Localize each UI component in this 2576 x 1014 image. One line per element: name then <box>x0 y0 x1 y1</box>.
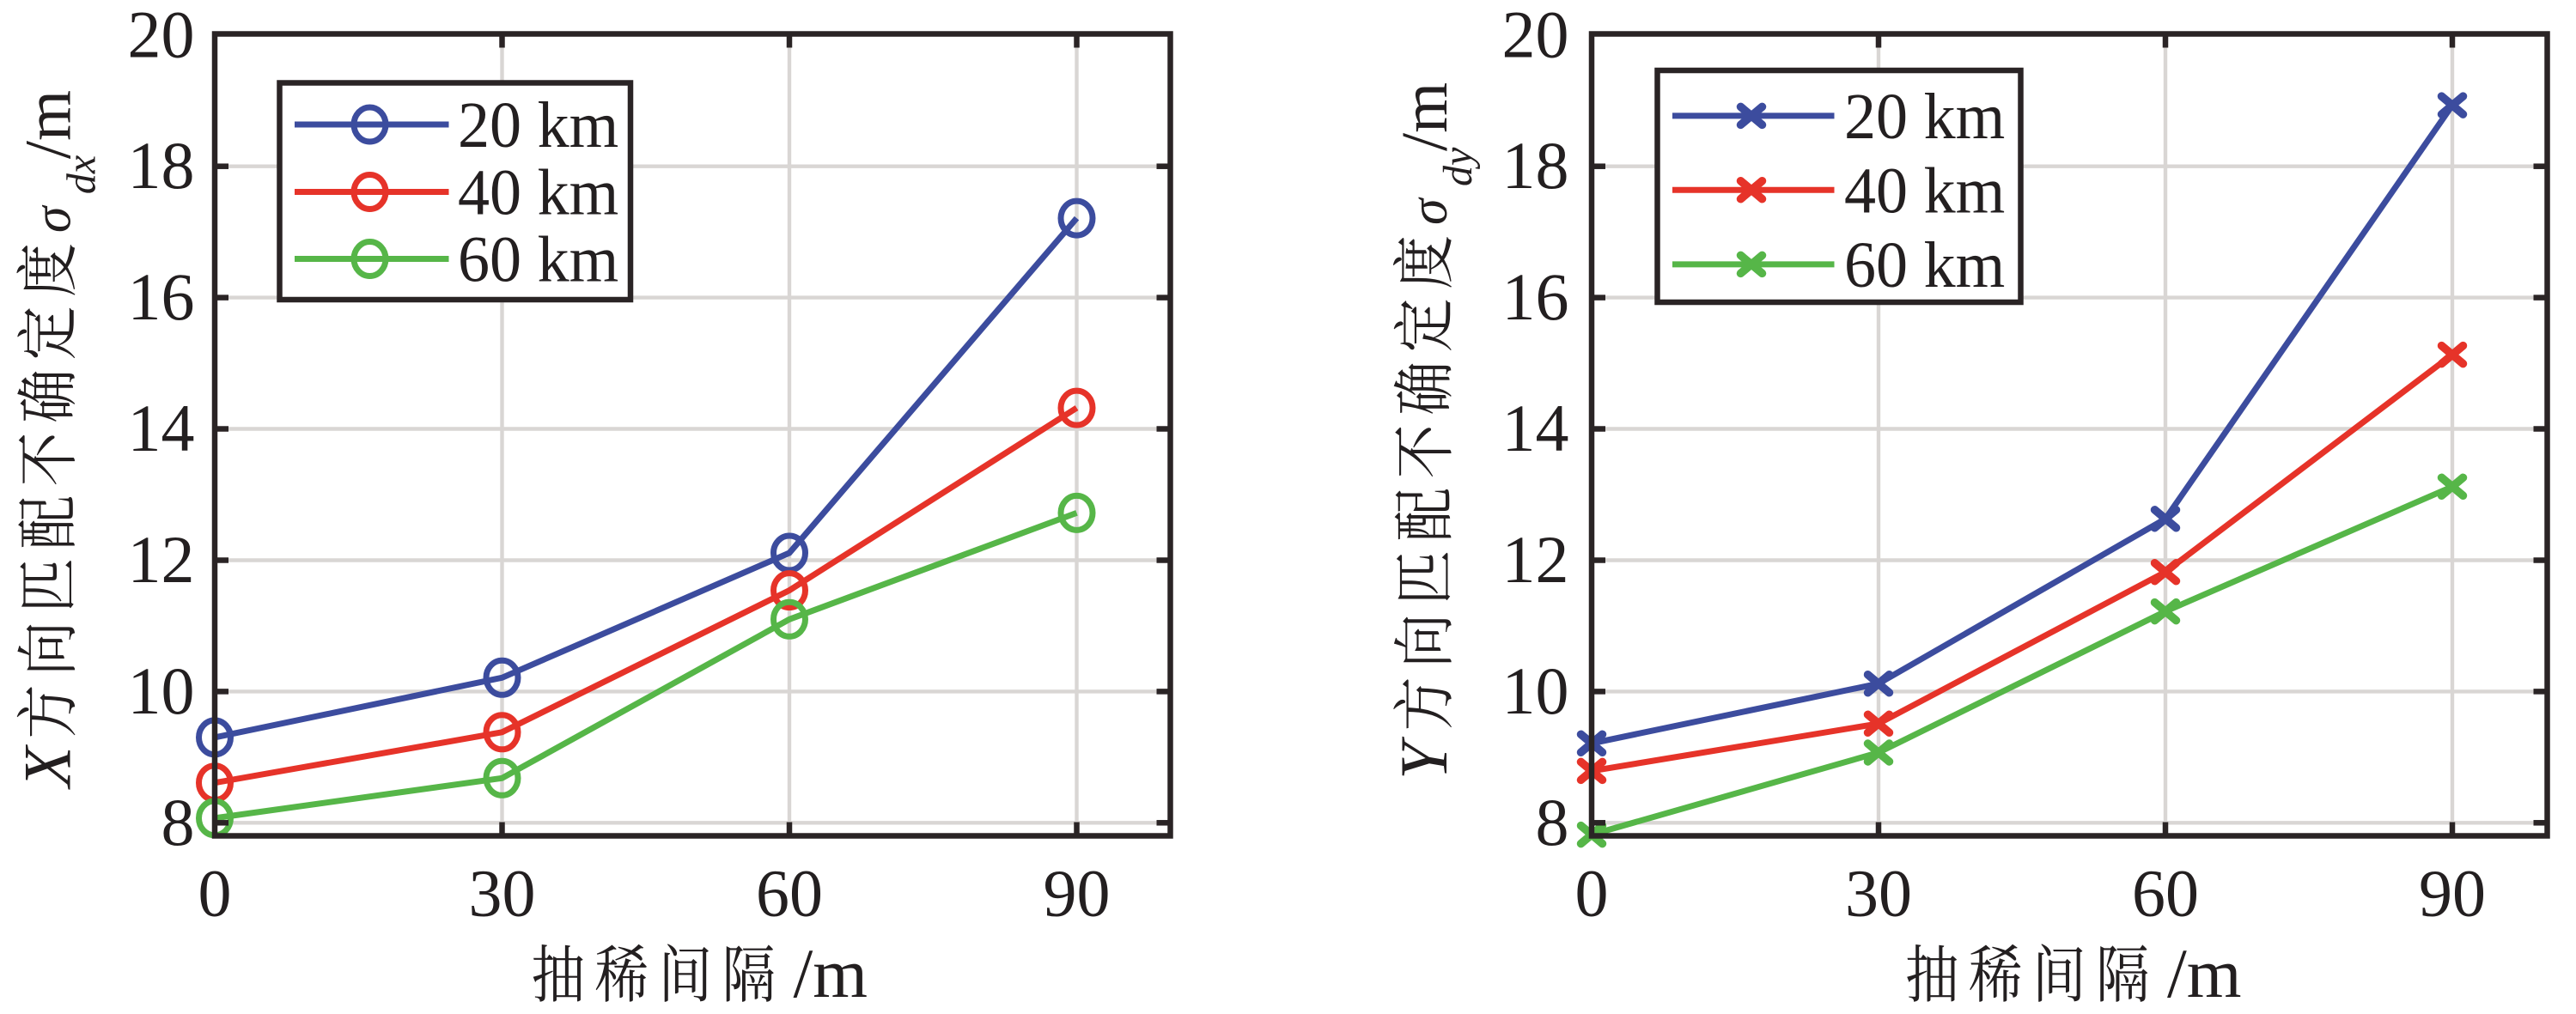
svg-text:8: 8 <box>1536 785 1569 859</box>
svg-text:/m: /m <box>794 934 868 1012</box>
svg-text:20 km: 20 km <box>458 89 618 161</box>
svg-text:40 km: 40 km <box>458 157 618 229</box>
svg-text:X: X <box>10 744 85 790</box>
svg-text:/m: /m <box>2167 934 2242 1012</box>
svg-text:8: 8 <box>161 785 195 859</box>
svg-text:Y: Y <box>1386 736 1461 780</box>
svg-text:20: 20 <box>128 0 195 71</box>
svg-text:/m: /m <box>1389 82 1461 151</box>
svg-text:0: 0 <box>198 856 232 931</box>
svg-text:10: 10 <box>1502 653 1569 728</box>
svg-text:16: 16 <box>1502 259 1569 334</box>
svg-text:14: 14 <box>1502 391 1569 465</box>
svg-text:12: 12 <box>128 522 195 597</box>
svg-text:18: 18 <box>128 128 195 203</box>
svg-text:90: 90 <box>1044 856 1111 931</box>
svg-text:30: 30 <box>469 856 536 931</box>
svg-text:σ: σ <box>1400 197 1459 225</box>
svg-text:60 km: 60 km <box>1844 229 2005 301</box>
svg-text:0: 0 <box>1575 856 1609 931</box>
svg-text:20 km: 20 km <box>1844 81 2005 153</box>
svg-text:σ: σ <box>24 204 82 233</box>
svg-text:30: 30 <box>1845 856 1912 931</box>
svg-text:14: 14 <box>128 391 195 465</box>
svg-text:16: 16 <box>128 259 195 334</box>
svg-text:60: 60 <box>2132 856 2199 931</box>
svg-text:20: 20 <box>1502 0 1569 71</box>
svg-text:10: 10 <box>128 653 195 728</box>
svg-text:dx: dx <box>59 155 105 194</box>
svg-text:60: 60 <box>756 856 823 931</box>
svg-text:60 km: 60 km <box>458 224 618 296</box>
svg-text:/m: /m <box>13 90 85 159</box>
svg-text:18: 18 <box>1502 128 1569 203</box>
svg-text:40 km: 40 km <box>1844 155 2005 228</box>
svg-text:12: 12 <box>1502 522 1569 597</box>
svg-text:dy: dy <box>1435 147 1481 186</box>
svg-text:90: 90 <box>2419 856 2486 931</box>
